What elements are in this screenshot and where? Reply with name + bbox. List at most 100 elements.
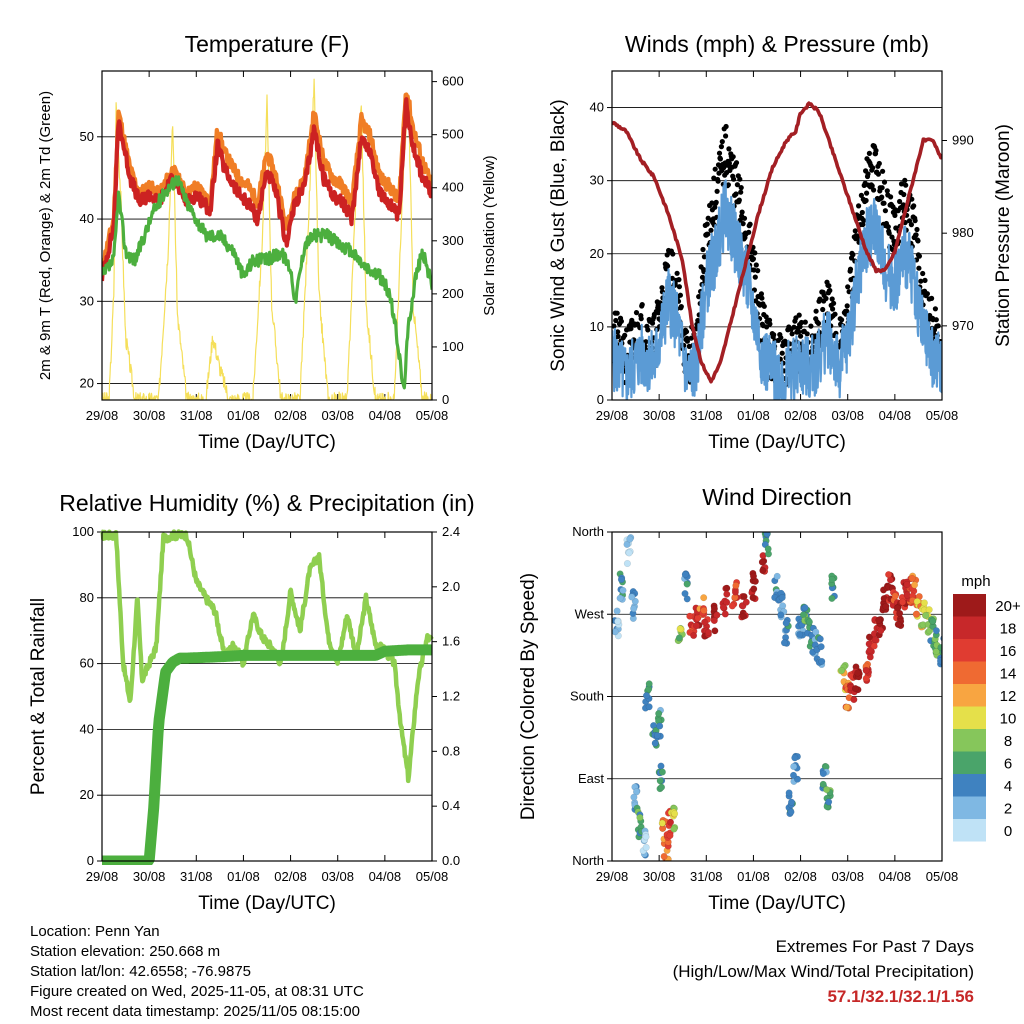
x-tick-label: 04/08 xyxy=(879,869,912,884)
direction-point xyxy=(623,540,631,548)
direction-point xyxy=(777,611,785,619)
y-tick-label: North xyxy=(572,524,604,539)
extremes-title: Extremes For Past 7 Days xyxy=(775,937,974,956)
y-axis-label: 2m & 9m T (Red, Orange) & 2m Td (Green) xyxy=(37,91,54,380)
direction-point xyxy=(616,594,624,602)
gust-point xyxy=(902,177,908,183)
y2-tick-label: 500 xyxy=(442,127,464,142)
gust-point xyxy=(908,222,915,228)
chart-title: Winds (mph) & Pressure (mb) xyxy=(625,31,929,57)
gust-point xyxy=(863,197,869,204)
x-tick-label: 05/08 xyxy=(926,408,959,423)
gust-point xyxy=(717,156,724,162)
direction-point xyxy=(922,611,930,620)
direction-point xyxy=(710,617,718,625)
colorbar-label: 18 xyxy=(1000,621,1017,638)
direction-point xyxy=(711,627,719,635)
x-tick-label: 29/08 xyxy=(86,408,119,423)
direction-point xyxy=(642,692,651,700)
gust-point xyxy=(912,218,918,224)
direction-plot-area xyxy=(612,532,942,861)
direction-point xyxy=(656,722,664,730)
direction-point xyxy=(700,606,708,614)
y-tick-label: 0 xyxy=(597,392,604,407)
gust-point xyxy=(831,300,837,306)
temp-series-line xyxy=(102,97,432,282)
direction-point xyxy=(865,633,873,641)
colorbar-swatch xyxy=(953,639,986,662)
temp-series-line xyxy=(102,175,432,390)
colorbar-swatch xyxy=(953,616,986,639)
gust-point xyxy=(723,123,729,130)
direction-point xyxy=(920,599,928,607)
direction-point xyxy=(645,680,653,688)
x-tick-label: 29/08 xyxy=(596,408,629,423)
relative-humidity-series xyxy=(100,529,434,784)
relative-humidity-line xyxy=(100,529,434,784)
gust-point xyxy=(712,166,718,172)
y2-tick-label: 0.0 xyxy=(442,853,460,868)
y-axis-label: Percent & Total Rainfall xyxy=(28,598,49,795)
x-tick-label: 01/08 xyxy=(227,408,260,423)
gust-point xyxy=(918,278,924,284)
x-tick-label: 05/08 xyxy=(926,869,959,884)
gust-point xyxy=(614,310,620,316)
direction-point xyxy=(908,574,916,582)
gust-point xyxy=(767,321,773,327)
gust-point xyxy=(845,284,851,290)
direction-point xyxy=(625,549,633,557)
gust-point xyxy=(813,308,819,314)
direction-point xyxy=(617,575,625,584)
gust-point xyxy=(645,327,651,333)
gust-point xyxy=(879,194,885,200)
direction-point xyxy=(619,586,627,594)
direction-point xyxy=(710,605,718,613)
direction-point xyxy=(728,602,736,610)
gust-point xyxy=(798,333,804,339)
x-tick-label: 05/08 xyxy=(416,869,449,884)
gust-point xyxy=(737,217,743,223)
gust-point xyxy=(778,335,784,341)
colorbar-swatch xyxy=(953,819,986,842)
speed-colorbar: mph 20+ 18 16 14 12 10 8 6 4 2 0 xyxy=(953,573,1021,842)
sonic-wind-series xyxy=(612,179,942,400)
colorbar-label: 10 xyxy=(1000,711,1017,728)
x-tick-label: 30/08 xyxy=(643,869,676,884)
gust-point xyxy=(901,191,907,198)
gust-point xyxy=(665,263,671,269)
station-info: Location: Penn Yan Station elevation: 25… xyxy=(30,922,364,1022)
direction-point xyxy=(723,598,731,606)
extremes-block: Extremes For Past 7 Days (High/Low/Max W… xyxy=(673,934,974,1009)
gust-point xyxy=(731,176,737,182)
direction-point xyxy=(690,631,698,640)
gust-point xyxy=(615,333,621,339)
gust-point xyxy=(779,350,785,356)
y2-tick-label: 970 xyxy=(952,318,974,333)
colorbar-label: 8 xyxy=(1004,733,1012,750)
plot-frame xyxy=(101,531,433,862)
x-tick-label: 29/08 xyxy=(86,869,119,884)
direction-point xyxy=(721,610,729,618)
gust-point xyxy=(725,182,732,188)
gust-point xyxy=(746,229,752,235)
direction-point xyxy=(723,590,731,598)
gust-point xyxy=(726,146,732,152)
y2-tick-label: 0 xyxy=(442,392,449,407)
colorbar-swatch xyxy=(953,684,986,707)
gust-point xyxy=(709,200,715,206)
direction-point xyxy=(626,535,634,543)
gust-point xyxy=(829,296,835,302)
colorbar-swatch xyxy=(953,661,986,684)
direction-point xyxy=(645,703,653,711)
total-precipitation-series xyxy=(98,644,436,865)
y-tick-label: North xyxy=(572,853,604,868)
direction-point xyxy=(670,825,678,833)
direction-point xyxy=(932,627,940,635)
direction-point xyxy=(862,674,870,683)
y2-tick-label: 990 xyxy=(952,133,974,148)
y2-tick-label: 300 xyxy=(442,233,464,248)
colorbar-label: 14 xyxy=(1000,666,1017,683)
direction-point xyxy=(851,684,859,693)
gust-point xyxy=(866,150,873,156)
gust-point xyxy=(670,251,676,257)
